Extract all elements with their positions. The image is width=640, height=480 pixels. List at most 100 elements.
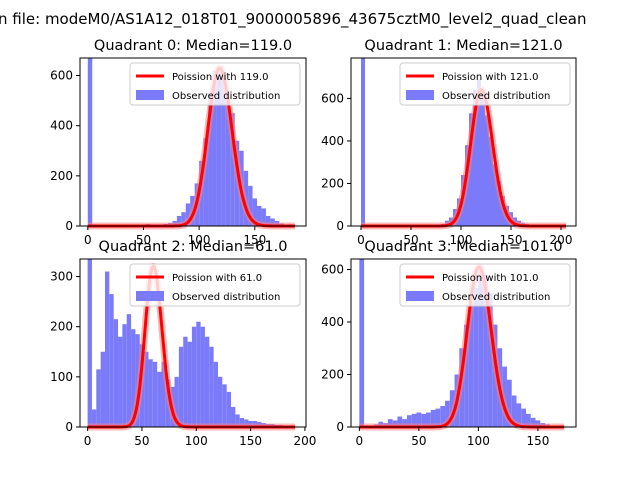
legend-label-observed: Observed distribution <box>442 292 550 303</box>
histogram-bar <box>230 113 235 226</box>
axes-frame <box>79 57 307 227</box>
histogram-bar <box>497 181 501 226</box>
histogram-bar <box>489 136 493 226</box>
histogram-bar <box>477 79 481 226</box>
legend-bar-swatch <box>406 291 434 301</box>
y-tick-label: 0 <box>336 219 344 233</box>
histogram-bar <box>469 113 473 226</box>
histogram-bar <box>208 93 213 226</box>
histogram-bar <box>406 415 412 427</box>
legend-bar-swatch <box>136 291 164 301</box>
y-tick-label: 100 <box>50 370 73 384</box>
figure-suptitle: n file: modeM0/AS1A12_018T01_9000005896_… <box>0 10 587 29</box>
histogram-bar <box>473 287 479 427</box>
poisson-curve-glow <box>358 86 569 230</box>
histogram-bar <box>426 412 431 427</box>
histogram-bar <box>252 198 258 226</box>
y-tick-label: 200 <box>50 320 73 334</box>
histogram-bar <box>478 269 484 427</box>
y-tick-label: 600 <box>321 263 344 277</box>
y-tick-label: 400 <box>321 134 344 148</box>
axes-frame <box>350 57 577 227</box>
x-tick-label: 100 <box>185 434 208 448</box>
histogram-bar <box>174 376 179 427</box>
histogram-bar <box>104 271 110 427</box>
histogram-bar <box>183 336 188 427</box>
histogram-bar <box>387 419 393 427</box>
legend-label-observed: Observed distribution <box>442 91 550 102</box>
legend-label-poisson: Poission with 119.0 <box>172 72 268 83</box>
legend-box <box>399 263 571 307</box>
chart-panel-3: Quadrant 3: Median=101.0 0 50 100 150 0 200 400… <box>321 239 577 448</box>
histogram-bar <box>152 361 158 427</box>
histogram-bar <box>216 68 222 227</box>
histogram-bar <box>257 205 262 226</box>
y-tick-label: 200 <box>321 176 344 190</box>
y-tick-label: 300 <box>50 270 73 284</box>
histogram-bar <box>265 215 271 226</box>
histogram-bar <box>239 417 245 427</box>
legend: Poission with 61.0 Observed distribution <box>129 263 301 307</box>
chart-title: Quadrant 3: Median=101.0 <box>364 239 562 255</box>
axes-frame <box>350 258 577 428</box>
histogram-bar <box>213 361 218 427</box>
histogram-bar <box>261 208 266 226</box>
legend-box <box>129 62 301 106</box>
histogram-bar <box>440 406 446 427</box>
histogram-bar <box>231 406 236 427</box>
legend-bar-swatch <box>406 90 434 100</box>
histogram-bar <box>481 89 485 226</box>
x-tick-label: 50 <box>136 233 151 247</box>
histogram-bar <box>473 89 477 226</box>
x-tick-label: 0 <box>84 434 92 448</box>
chart-title: Quadrant 0: Median=119.0 <box>94 38 292 54</box>
histogram-bar <box>402 419 407 427</box>
histogram-bar <box>430 409 436 427</box>
y-tick-label: 600 <box>321 91 344 105</box>
histogram-bar <box>516 403 522 427</box>
chart-title: Quadrant 2: Median=61.0 <box>99 239 288 255</box>
legend-box <box>129 263 301 307</box>
histogram-bar <box>118 336 123 427</box>
histogram-bar <box>226 391 232 427</box>
legend-label-poisson: Poission with 121.0 <box>442 72 538 83</box>
histogram-bar <box>178 346 184 427</box>
legend-bar-swatch <box>136 90 164 100</box>
histogram-bar <box>235 414 240 427</box>
legend-label-poisson: Poission with 61.0 <box>172 273 262 284</box>
x-tick-label: 200 <box>550 233 573 247</box>
histogram-bar <box>483 274 488 427</box>
histogram-bar <box>421 413 426 427</box>
histogram-bar <box>87 259 92 427</box>
histogram-bar <box>225 98 231 226</box>
histogram-bar <box>485 115 489 226</box>
histogram-bar <box>185 203 191 226</box>
histogram-bar <box>100 351 105 427</box>
histogram-bar <box>204 336 210 427</box>
legend: Poission with 121.0 Observed distribution <box>399 62 571 106</box>
histogram-bar <box>187 341 192 427</box>
histogram-bar <box>416 412 422 427</box>
x-tick-label: 150 <box>243 233 266 247</box>
histogram-bar <box>161 361 166 427</box>
legend-label-observed: Observed distribution <box>172 292 280 303</box>
x-tick-label: 0 <box>357 233 365 247</box>
axes-frame <box>79 258 307 428</box>
x-tick-label: 100 <box>188 233 211 247</box>
histogram-bar <box>126 314 132 427</box>
y-tick-label: 400 <box>321 315 344 329</box>
chart-title: Quadrant 1: Median=121.0 <box>364 38 562 54</box>
histogram-bar <box>176 215 182 226</box>
histogram-bar <box>212 70 217 226</box>
histogram-bar <box>200 326 205 427</box>
x-tick-label: 50 <box>411 434 426 448</box>
histogram-bar <box>131 329 136 427</box>
histogram-bar <box>157 371 162 427</box>
x-tick-label: 150 <box>500 233 523 247</box>
histogram-bar <box>506 379 512 427</box>
histogram-bar <box>122 324 127 427</box>
histogram-bar <box>521 408 526 427</box>
histogram-bar <box>91 409 97 427</box>
histogram-bar <box>445 400 450 427</box>
